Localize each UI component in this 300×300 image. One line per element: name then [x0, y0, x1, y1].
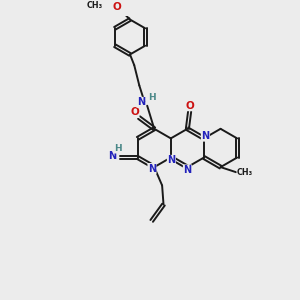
Text: O: O [113, 2, 122, 12]
Text: N: N [148, 164, 156, 173]
Text: N: N [201, 131, 209, 141]
Text: H: H [148, 93, 156, 102]
Text: N: N [137, 97, 145, 107]
Text: CH₃: CH₃ [237, 168, 253, 177]
Text: CH₃: CH₃ [87, 1, 103, 10]
Text: O: O [185, 101, 194, 111]
Text: N: N [183, 165, 191, 175]
Text: O: O [130, 107, 139, 118]
Text: N: N [108, 151, 116, 161]
Text: N: N [167, 155, 175, 165]
Text: H: H [114, 144, 122, 153]
